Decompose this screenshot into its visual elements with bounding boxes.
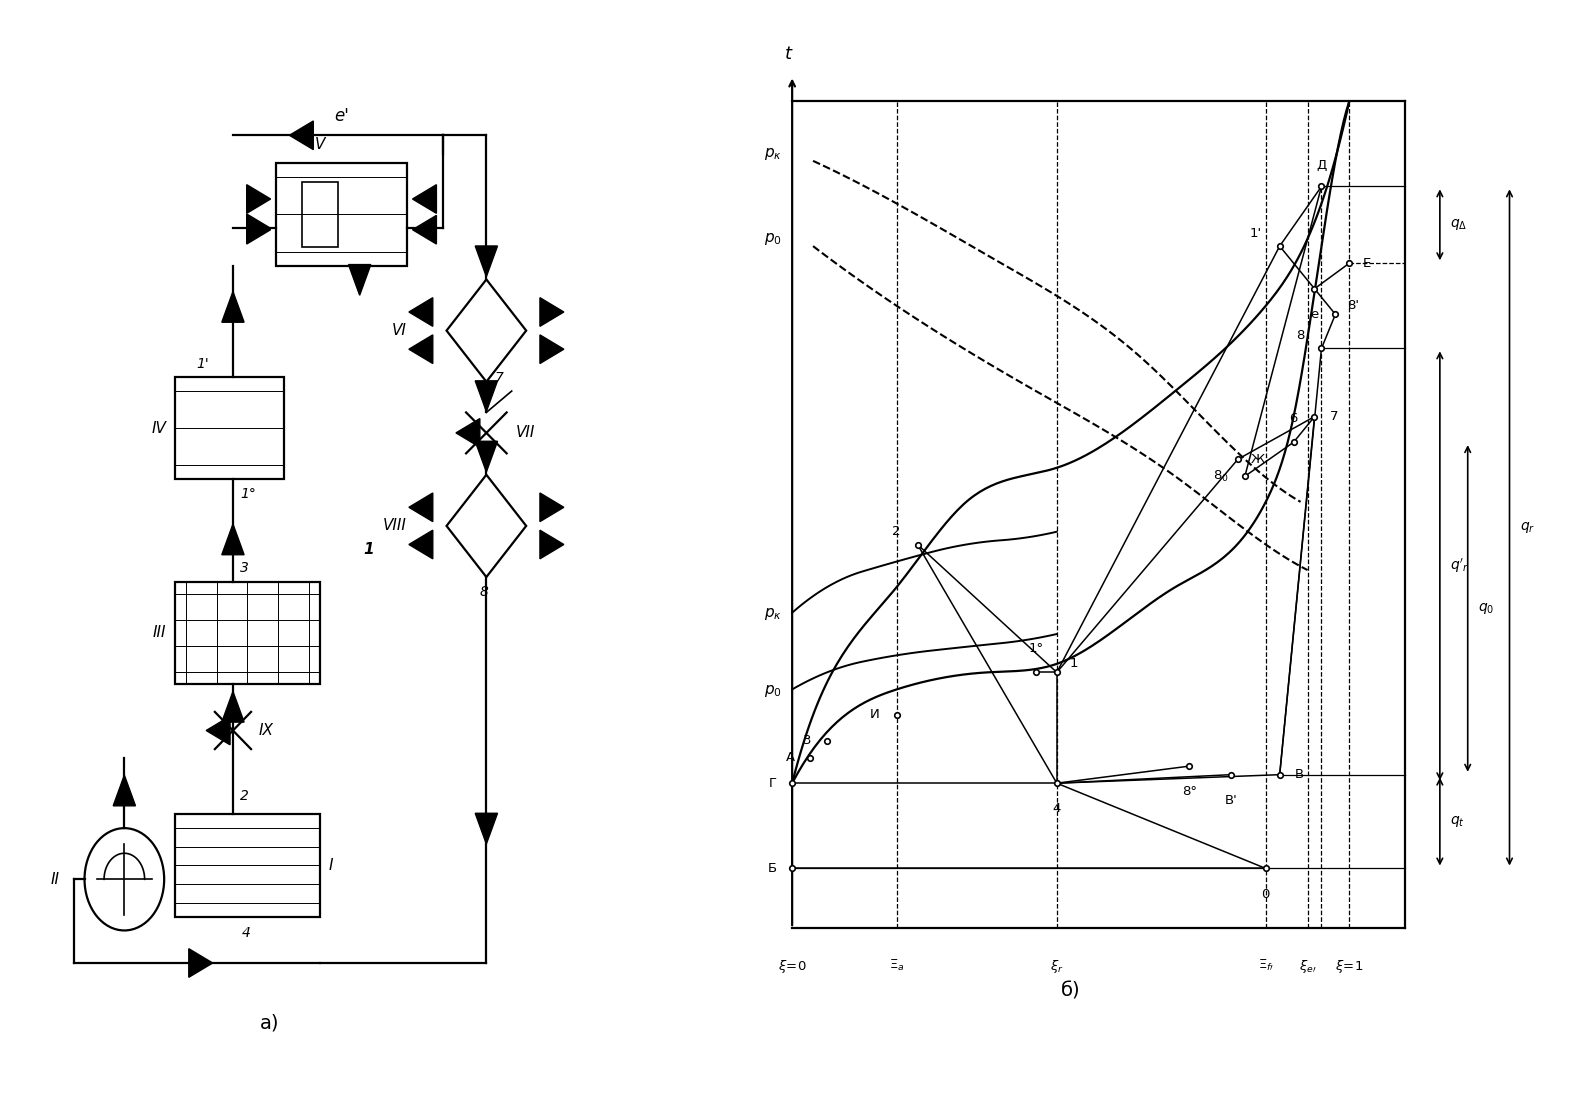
Text: Д: Д	[1316, 158, 1327, 172]
Bar	[175, 377, 283, 480]
Text: e: e	[1311, 308, 1319, 321]
Bar	[175, 582, 320, 684]
Bar	[277, 163, 406, 265]
Text: Б: Б	[768, 862, 778, 874]
Text: 0: 0	[1261, 888, 1270, 901]
Polygon shape	[475, 441, 497, 472]
Text: Ж: Ж	[1250, 453, 1264, 465]
Polygon shape	[409, 298, 433, 327]
Text: $\xi_r$: $\xi_r$	[1050, 958, 1064, 975]
Polygon shape	[412, 185, 436, 213]
Text: 1°: 1°	[1028, 642, 1044, 654]
Text: III: III	[153, 625, 167, 640]
Text: VI: VI	[392, 323, 406, 338]
Text: $p_\kappa$: $p_\kappa$	[763, 145, 782, 162]
Polygon shape	[540, 298, 563, 327]
Text: E: E	[1363, 256, 1371, 270]
Text: 1': 1'	[197, 356, 209, 371]
Text: Г: Г	[768, 777, 776, 790]
Polygon shape	[247, 185, 271, 213]
Text: $\Xi_a$: $\Xi_a$	[889, 958, 905, 974]
Polygon shape	[412, 216, 436, 244]
Text: 1: 1	[364, 542, 375, 557]
Text: 1: 1	[1070, 658, 1078, 670]
Polygon shape	[409, 530, 433, 559]
Text: VIII: VIII	[382, 518, 406, 534]
Polygon shape	[247, 214, 271, 243]
Polygon shape	[475, 813, 497, 844]
Polygon shape	[222, 692, 244, 722]
Polygon shape	[475, 246, 497, 277]
Text: $\Xi_{f\prime}$: $\Xi_{f\prime}$	[1258, 958, 1273, 974]
Polygon shape	[540, 493, 563, 521]
Text: $\xi\!=\!0$: $\xi\!=\!0$	[778, 958, 806, 975]
Text: II: II	[50, 872, 60, 887]
Text: 4: 4	[1053, 802, 1061, 815]
Text: 2: 2	[892, 525, 900, 538]
Text: 7: 7	[496, 371, 504, 385]
Polygon shape	[113, 776, 135, 806]
Text: 7: 7	[1330, 410, 1338, 424]
Bar	[302, 182, 338, 246]
Bar	[175, 814, 320, 916]
Polygon shape	[290, 121, 313, 150]
Polygon shape	[475, 381, 497, 411]
Text: 6: 6	[478, 389, 488, 404]
Text: IV: IV	[151, 420, 167, 436]
Text: $q_\Delta$: $q_\Delta$	[1450, 218, 1467, 232]
Text: $q_r$: $q_r$	[1520, 520, 1535, 535]
Text: 3: 3	[803, 734, 812, 747]
Polygon shape	[409, 334, 433, 363]
Text: 8: 8	[478, 585, 488, 598]
Polygon shape	[247, 216, 271, 244]
Text: $p_0$: $p_0$	[763, 231, 782, 246]
Text: V: V	[315, 138, 324, 152]
Text: $q_t$: $q_t$	[1450, 814, 1465, 829]
Text: e': e'	[334, 108, 349, 125]
Polygon shape	[456, 419, 480, 448]
Text: $q_0$: $q_0$	[1478, 601, 1494, 616]
Polygon shape	[206, 716, 230, 745]
Text: 3: 3	[241, 561, 249, 575]
Text: В: В	[1294, 768, 1303, 781]
Text: В': В'	[1225, 794, 1237, 806]
Text: VII: VII	[515, 426, 535, 440]
Text: 8': 8'	[1347, 299, 1358, 312]
Text: 4: 4	[242, 926, 250, 940]
Polygon shape	[540, 334, 563, 363]
Text: 2: 2	[241, 790, 249, 803]
Text: 1': 1'	[1250, 227, 1261, 240]
Text: $8_0$: $8_0$	[1212, 469, 1228, 484]
Text: 8°: 8°	[1182, 785, 1196, 799]
Polygon shape	[222, 524, 244, 554]
Text: $p_0$: $p_0$	[763, 683, 782, 698]
Text: t: t	[785, 45, 792, 63]
Text: 6: 6	[1289, 411, 1299, 425]
Polygon shape	[409, 493, 433, 521]
Text: I: I	[329, 858, 334, 873]
Text: а): а)	[260, 1013, 279, 1032]
Text: IX: IX	[258, 723, 274, 738]
Text: $\xi_{e\prime}$: $\xi_{e\prime}$	[1299, 958, 1316, 975]
Text: б): б)	[1061, 981, 1080, 1000]
Polygon shape	[348, 265, 371, 295]
Polygon shape	[189, 948, 212, 977]
Text: $p_\kappa$: $p_\kappa$	[763, 606, 782, 621]
Text: $\xi\!=\!1$: $\xi\!=\!1$	[1335, 958, 1363, 975]
Polygon shape	[222, 292, 244, 322]
Text: $q'_r$: $q'_r$	[1450, 557, 1470, 575]
Text: И: И	[869, 708, 880, 722]
Text: А: А	[785, 751, 795, 764]
Text: 8: 8	[1297, 329, 1305, 342]
Polygon shape	[540, 530, 563, 559]
Text: 1°: 1°	[241, 487, 257, 500]
